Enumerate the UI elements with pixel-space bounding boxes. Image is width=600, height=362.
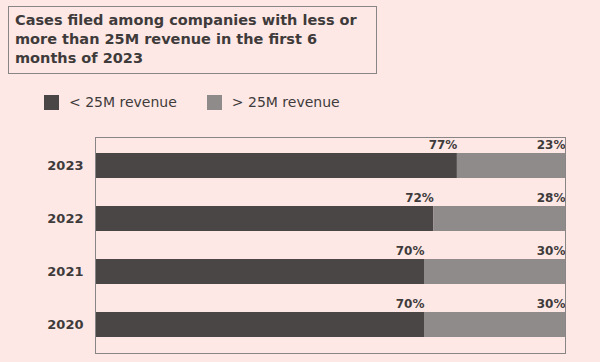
svg-text:2021: 2021 xyxy=(47,264,83,279)
svg-text:70%: 70% xyxy=(396,297,425,311)
html-text:> 25M revenue: > 25M revenue xyxy=(231,94,340,110)
svg-text:72%: 72% xyxy=(405,191,434,205)
svg-text:30%: 30% xyxy=(537,297,566,311)
svg-text:77%: 77% xyxy=(429,138,458,152)
svg-text:2023: 2023 xyxy=(47,158,83,173)
svg-text:30%: 30% xyxy=(537,244,566,258)
svg-text:2022: 2022 xyxy=(47,211,83,226)
html-text:Cases filed among companies wi: Cases filed among companies with less or… xyxy=(15,12,357,66)
svg-text:70%: 70% xyxy=(396,244,425,258)
svg-text:2020: 2020 xyxy=(47,317,83,332)
svg-text:23%: 23% xyxy=(537,138,566,152)
svg-text:28%: 28% xyxy=(537,191,566,205)
html-text:< 25M revenue: < 25M revenue xyxy=(69,94,177,110)
